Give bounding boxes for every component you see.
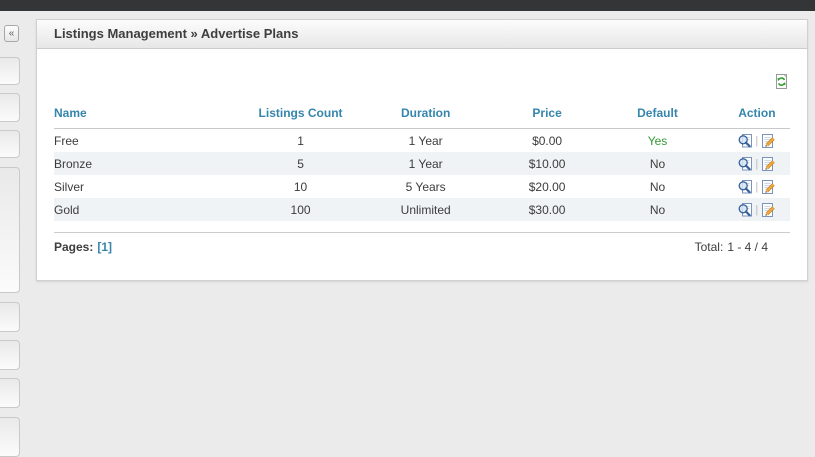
cell-default: Yes [647,133,668,148]
edit-pencil-icon [762,202,775,217]
table-toolbar [54,49,790,90]
cell-plan-name: Free [54,133,79,148]
cell-action: | [724,175,790,198]
table-row: Silver 10 5 Years $20.00 No | [54,175,790,198]
action-separator: | [755,203,759,216]
edit-action-button[interactable] [760,156,776,172]
view-magnifier-icon [738,156,753,170]
total-label: Total: [694,240,724,254]
pages-label: Pages: [54,240,94,254]
cell-default: No [649,156,666,171]
content-panel: Listings Management » Advertise Plans [36,19,808,281]
cell-price: $30.00 [528,202,566,217]
cell-listings-count: 1 [297,133,304,148]
sidebar-menu-item-partial[interactable] [0,57,20,85]
edit-action-button[interactable] [760,179,776,195]
sidebar-menu-item-partial[interactable] [0,417,20,457]
page-link-1[interactable]: [1] [97,240,113,254]
sidebar-menu-item-partial[interactable] [0,340,20,370]
action-separator: | [755,180,759,193]
view-action-button[interactable] [737,202,753,218]
column-header-default: Default [591,101,724,129]
cell-listings-count: 5 [297,156,304,171]
cell-price: $20.00 [528,179,566,194]
column-header-name: Name [54,101,253,129]
plans-table: Name Listings Count Duration Price Defau… [54,101,790,221]
cell-plan-name: Silver [54,179,85,194]
cell-default: No [649,179,666,194]
view-magnifier-icon [738,133,753,147]
edit-pencil-icon [762,179,775,194]
sidebar-menu-item-partial[interactable] [0,378,20,408]
cell-listings-count: 10 [293,179,308,194]
total-value: 1 - 4 / 4 [727,240,768,254]
table-header-row: Name Listings Count Duration Price Defau… [54,101,790,129]
cell-action: | [724,198,790,221]
column-header-price: Price [502,101,592,129]
page-title: Listings Management » Advertise Plans [37,20,807,49]
table-row: Free 1 1 Year $0.00 Yes | [54,129,790,153]
edit-action-button[interactable] [760,133,776,149]
cell-default: No [649,202,666,217]
view-magnifier-icon [738,179,753,193]
cell-action: | [724,152,790,175]
view-action-button[interactable] [737,156,753,172]
cell-plan-name: Bronze [54,156,93,171]
table-footer: Pages: [1] Total: 1 - 4 / 4 [54,232,790,254]
view-action-button[interactable] [737,179,753,195]
view-action-button[interactable] [737,133,753,149]
refresh-icon [776,74,787,89]
cell-plan-name: Gold [54,202,80,217]
cell-listings-count: 100 [290,202,311,217]
view-magnifier-icon [738,202,753,216]
action-separator: | [755,134,759,147]
edit-pencil-icon [762,133,775,148]
cell-duration: 1 Year [408,156,443,171]
cell-duration: Unlimited [400,202,451,217]
table-row: Bronze 5 1 Year $10.00 No | [54,152,790,175]
edit-action-button[interactable] [760,202,776,218]
cell-action: | [724,129,790,153]
total-counter: Total: 1 - 4 / 4 [695,240,790,254]
table-row: Gold 100 Unlimited $30.00 No | [54,198,790,221]
column-header-action: Action [723,101,790,129]
pagination: Pages: [1] [54,240,112,254]
sidebar-collapse-button[interactable]: « [4,25,19,42]
sidebar-menu-item-partial[interactable] [0,93,20,122]
refresh-button[interactable] [773,73,790,90]
cell-duration: 5 Years [405,179,446,194]
sidebar-menu-item-partial[interactable] [0,302,20,332]
cell-price: $0.00 [532,133,563,148]
top-bar [0,0,815,11]
edit-pencil-icon [762,156,775,171]
sidebar-menu-item-partial[interactable] [0,167,20,293]
cell-price: $10.00 [528,156,566,171]
cell-duration: 1 Year [408,133,443,148]
sidebar-menu-item-partial[interactable] [0,130,20,158]
column-header-listings-count: Listings Count [252,101,349,129]
plans-table-body: Free 1 1 Year $0.00 Yes | [54,129,790,221]
action-separator: | [755,157,759,170]
column-header-duration: Duration [348,101,503,129]
